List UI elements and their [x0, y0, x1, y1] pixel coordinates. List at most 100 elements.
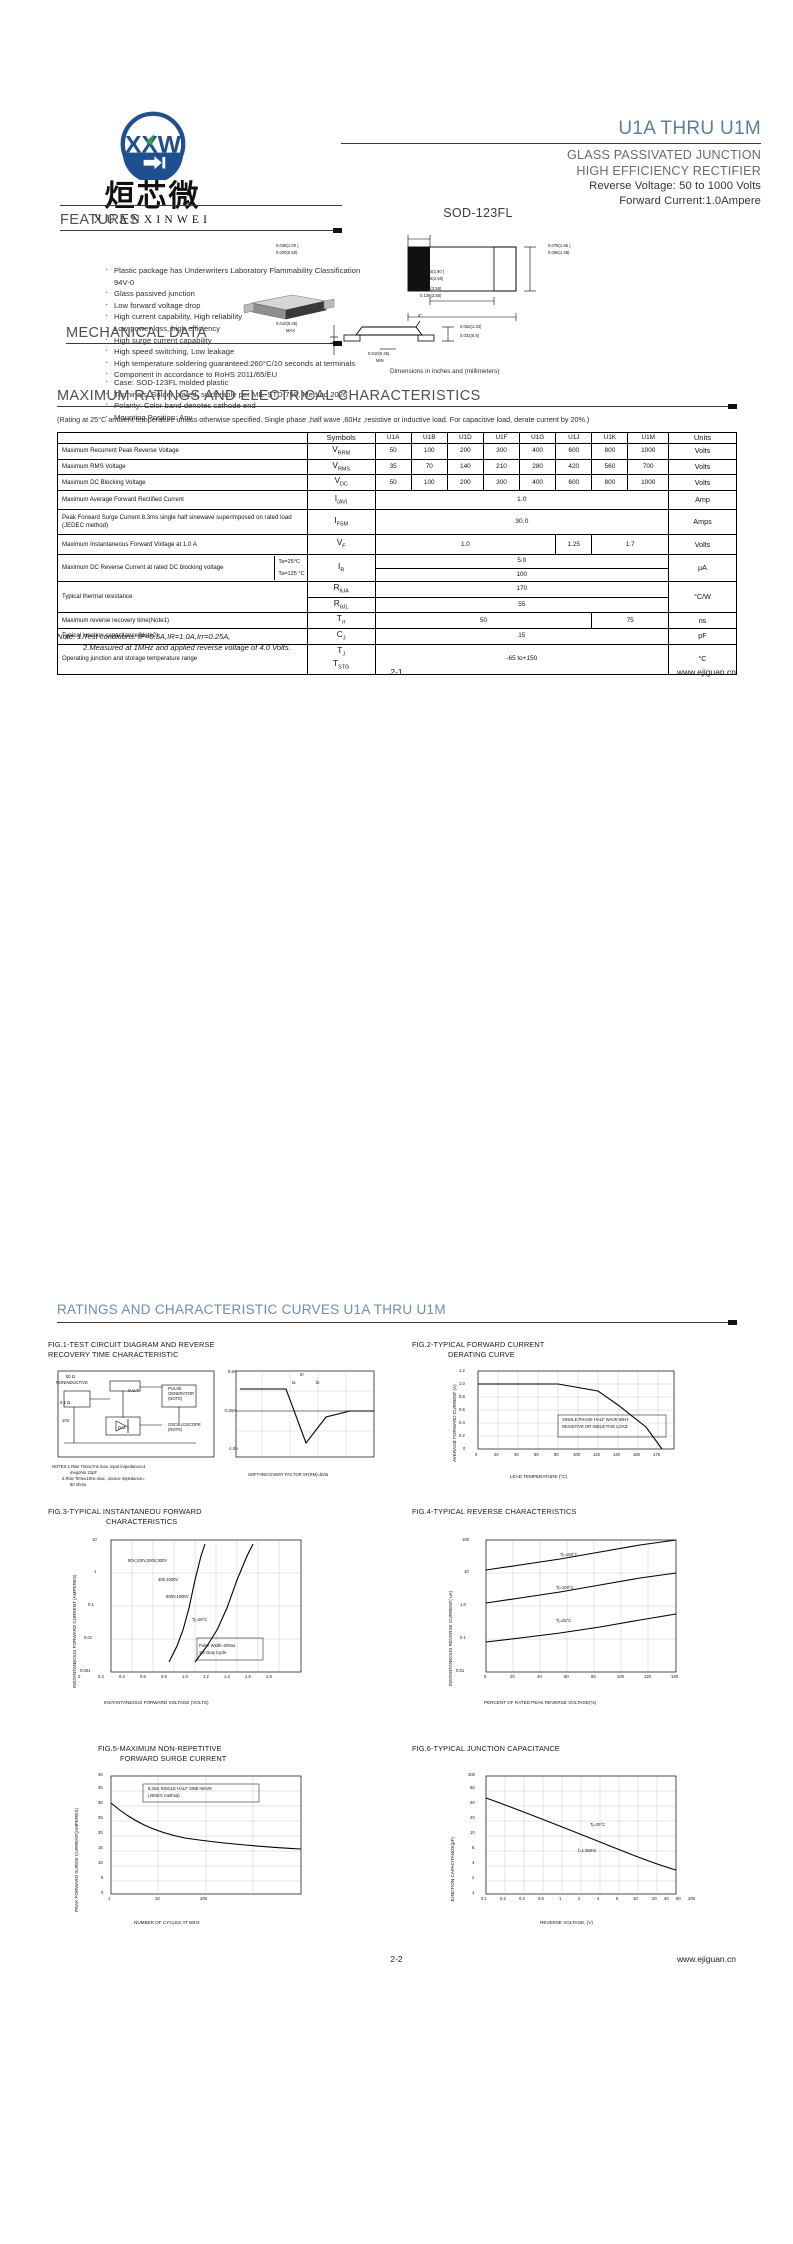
list-item: Polarity: Color band denotes cathode end	[103, 399, 383, 412]
datasheet-page-1: XXW 烜芯微 XUANXINWEI U1A THRU U1M GLASS PA…	[0, 0, 793, 1122]
cell-value-span: 1.7	[591, 534, 669, 556]
fig5-ytick-35: 35	[98, 1785, 103, 1790]
fig6-ytick-20: 20	[470, 1815, 475, 1820]
fig4-xtick-40: 40	[537, 1674, 542, 1679]
cell-value: 100	[410, 443, 448, 460]
row-desc: Maximum DC Reverse Current at rated DC b…	[57, 554, 308, 583]
fig4-annotation-150c: Tj=150°C	[560, 1552, 578, 1557]
package-3d-view	[243, 294, 335, 320]
fig5-chart	[85, 1770, 315, 1915]
cell-value-span: 30.0	[374, 509, 669, 536]
logo-pinyin-name: XUANXINWEI	[93, 214, 212, 226]
fig1-note-2: megohm 22pF	[70, 1470, 97, 1475]
logo-mark-icon: XXW	[120, 111, 185, 180]
row-unit: °C	[667, 643, 738, 676]
col-symbols: Symbols	[306, 432, 376, 444]
fig3-caption-line2: CHARACTERISTICS	[106, 1517, 178, 1526]
package-drawing-svg	[243, 235, 536, 355]
fig4-svg	[485, 1539, 677, 1673]
dimensions-note: Dimensions in inches and (millimeters)	[390, 368, 500, 375]
cell-value-span: 55	[374, 596, 669, 614]
fig6-caption: FIG.6-TYPICAL JUNCTION CAPACITANCE	[412, 1744, 712, 1754]
table-row: Typical thermal resistance RθJA 170 °C/W	[57, 581, 738, 614]
fig1-label-ta: ta	[292, 1380, 296, 1385]
title-divider	[341, 143, 761, 144]
fig2-svg	[477, 1370, 675, 1450]
fig2-caption: FIG.2-TYPICAL FORWARD CURRENT DERATING C…	[412, 1340, 712, 1360]
fig2-xtick-0: 0	[475, 1452, 478, 1457]
features-list: Plastic package has Underwriters Laborat…	[63, 264, 363, 381]
fig4-ytick-10b: 10	[464, 1569, 469, 1574]
row-symbol: VRRM	[306, 443, 376, 460]
fig3-xtick-04: 0.4	[119, 1674, 125, 1679]
cell-value-span: 5.0	[374, 554, 669, 569]
cell-value-span: 1.0	[374, 534, 557, 556]
fig3-caption: FIG.3-TYPICAL INSTANTANEOU FORWARD CHARA…	[48, 1507, 308, 1527]
row-desc: Maximum RMS Voltage	[57, 458, 308, 476]
cell-value-span: 1.25	[555, 534, 593, 556]
fig1-label-0p5a: 0.5A	[228, 1369, 237, 1374]
row-unit: °C/W	[667, 581, 738, 614]
cell-value-span: 50	[374, 612, 593, 630]
fig5-svg	[110, 1775, 302, 1895]
fig2-annotation-1: SINGLE PHASE HALF WAVE 60Hz	[562, 1417, 629, 1422]
fig5-annotation-2: (JEDEC method)	[148, 1793, 180, 1798]
row-symbol: IR	[306, 554, 376, 583]
cell-value: 600	[555, 474, 593, 492]
cell-value: 35	[374, 458, 412, 476]
mechanical-list: Case: SOD-123FL molded plastic Terminals…	[63, 376, 383, 423]
fig2-xtick-80: 80	[554, 1452, 559, 1457]
dim-low-bottom: 0.138(3.50)	[420, 293, 442, 298]
fig5-caption-line2: FORWARD SURGE CURRENT	[120, 1754, 227, 1763]
fig2-xtick-40: 40	[514, 1452, 519, 1457]
fig4-xtick-80: 80	[591, 1674, 596, 1679]
fig1-label-dut2: D.U.T.	[118, 1425, 130, 1430]
fig4-ytick-10: 1.0	[460, 1602, 466, 1607]
fig3-annotation-5: Pulse Width=300us	[199, 1643, 236, 1648]
row-symbol-2: RθJL	[306, 596, 376, 614]
row-desc: Operating junction and storage temperatu…	[57, 643, 308, 676]
fig4-xtick-0: 0	[484, 1674, 487, 1679]
cell-value: 400	[519, 443, 557, 460]
cell-value: 280	[519, 458, 557, 476]
fig5-caption: FIG.5-MAXIMUM NON-REPETITIVE FORWARD SUR…	[98, 1744, 348, 1764]
col-blank	[57, 432, 308, 444]
fig3-xtick-12: 1.2	[203, 1674, 209, 1679]
dim-low-top: 0.156(3.50)	[420, 286, 442, 291]
dim-side-left-b: MAX	[286, 328, 296, 333]
col-u1a: U1A	[374, 432, 412, 444]
row-desc: Maximum Recurrent Peak Reverse Voltage	[57, 443, 308, 460]
fig6-ytick-2: 2	[472, 1875, 475, 1880]
row-unit: Volts	[667, 534, 738, 556]
fig4-annotation-100c: Tj=100°C	[556, 1585, 574, 1590]
fig6-xtick-10: 10	[633, 1896, 638, 1901]
fig3-xtick-18: 1.8	[266, 1674, 272, 1679]
features-heading: FEATURES	[60, 212, 140, 228]
fig3-ytick-0001: 0.001	[80, 1668, 91, 1673]
fig3-ytick-10: 10	[92, 1537, 97, 1542]
fig3-caption-line1: FIG.3-TYPICAL INSTANTANEOU FORWARD	[48, 1507, 202, 1516]
fig3-xtick-0: 0	[78, 1674, 81, 1679]
fig5-xlabel: NUMBER OF CYCLES AT 60Hz	[134, 1920, 200, 1925]
header-subtitle-2: HIGH EFFICIENCY RECTIFIER	[576, 163, 761, 178]
table-row: Typical junction capacitance(Note2) CJ 1…	[57, 628, 738, 645]
fig1-caption-line1: FIG.1-TEST CIRCUIT DIAGRAM AND REVERSE	[48, 1340, 215, 1349]
row-symbol: RθJA	[306, 581, 376, 598]
fig4-ytick-01: 0.1	[460, 1635, 466, 1640]
fig2-ytick-02: 0.2	[459, 1433, 465, 1438]
features-section-header: FEATURES	[60, 212, 342, 233]
cell-value: 1000	[627, 443, 669, 460]
row-unit: pF	[667, 628, 738, 645]
col-u1k: U1K	[591, 432, 629, 444]
col-u1g: U1G	[519, 432, 557, 444]
fig2-xtick-140: 140	[613, 1452, 620, 1457]
header-forward-current: Forward Current:1.0Ampere	[619, 194, 761, 207]
fig6-ytick-60: 60	[470, 1785, 475, 1790]
list-item: Component in accordance to RoHS 2011/65/…	[103, 368, 363, 381]
fig6-xlabel: REVERSE VOLTAGE, (V)	[540, 1920, 593, 1925]
page-number-2: 2-2	[390, 1954, 403, 1964]
fig4-ytick-100: 100	[462, 1537, 469, 1542]
fig5-xtick-10: 10	[155, 1896, 160, 1901]
fig3-xtick-16: 1.6	[245, 1674, 251, 1679]
fig1-label-pulse-gen: PULSE GENERATOR (NOTE)	[168, 1386, 195, 1401]
